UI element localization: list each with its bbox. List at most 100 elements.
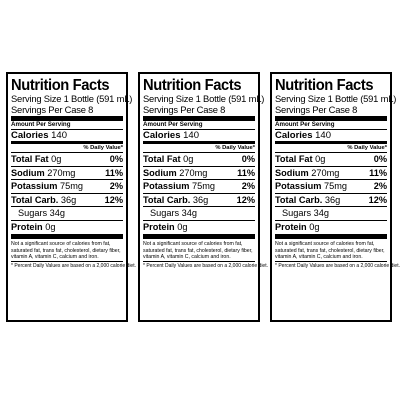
calories-row: Calories 140 [275,130,387,141]
divider [275,165,387,167]
daily-value-footnote: * Percent Daily Values are based on a 2,… [11,262,136,269]
serving-size: Serving Size 1 Bottle (591 mL) [143,93,265,104]
calories-value: 140 [315,130,331,141]
total-carb-row: Total Carb. 36g 12% [11,194,123,207]
protein-row: Protein 0g [275,221,387,234]
nutrient-percent: 12% [368,194,387,205]
nutrient-label: Total Fat [143,154,181,164]
nutrient-percent: 2% [241,181,255,191]
nutrient-label: Total Carb. [11,194,59,205]
sugars-row: Sugars 34g [143,207,255,220]
nutrient-amount: 270mg [311,167,340,178]
sodium-row: Sodium 270mg 11% [143,167,255,180]
nutrient-amount: 0g [183,154,194,164]
panel-title: Nutrition Facts [275,77,374,94]
serving-size: Serving Size 1 Bottle (591 mL) [275,93,397,104]
daily-value-header: % Daily Value* [347,145,387,151]
nutrient-label: Total Fat [11,154,49,164]
nutrient-percent: 12% [236,194,255,205]
amount-per-serving: Amount Per Serving [143,121,203,128]
nutrient-amount: 75mg [60,181,84,191]
divider [11,165,123,167]
total-fat-row: Total Fat 0g 0% [11,153,123,166]
thick-divider [11,116,123,121]
amount-per-serving: Amount Per Serving [11,121,71,128]
nutrient-label: Total Fat [275,154,313,164]
daily-value-footnote: * Percent Daily Values are based on a 2,… [143,262,268,269]
divider [11,192,123,194]
divider [143,165,255,167]
potassium-row: Potassium 75mg 2% [143,180,255,193]
daily-value-header: % Daily Value* [215,145,255,151]
divider [11,179,123,180]
divider [143,206,255,207]
amount-per-serving: Amount Per Serving [275,121,335,128]
thick-divider [11,234,123,239]
medium-divider [275,141,387,144]
nutrient-percent: 12% [104,194,123,205]
nutrient-label: Protein [11,221,43,232]
nutrient-label: Total Carb. [143,194,191,205]
nutrient-label: Protein [275,221,307,232]
nutrient-amount: 270mg [179,167,208,178]
servings-per-case: Servings Per Case 8 [275,103,358,115]
servings-per-case: Servings Per Case 8 [11,103,94,115]
nutrient-percent: 11% [369,167,387,178]
total-carb-row: Total Carb. 36g 12% [143,194,255,207]
divider [275,129,387,130]
total-fat-row: Total Fat 0g 0% [275,153,387,166]
divider [275,152,387,153]
calories-label: Calories [143,130,181,141]
nutrient-amount: 270mg [47,167,76,178]
sodium-row: Sodium 270mg 11% [11,167,123,180]
divider [11,152,123,153]
sodium-row: Sodium 270mg 11% [275,167,387,180]
sugars-text: Sugars 34g [282,208,329,218]
nutrient-amount: 36g [60,194,77,205]
daily-value-header: % Daily Value* [83,145,123,151]
nutrient-label: Protein [143,221,175,232]
divider [275,206,387,207]
nutrient-label: Total Carb. [275,194,323,205]
nutrient-amount: 0g [309,221,320,232]
nutrient-amount: 0g [177,221,188,232]
divider [275,219,387,221]
nutrient-percent: 2% [109,181,123,191]
nutrient-amount: 0g [315,154,326,164]
sugars-row: Sugars 34g [11,207,123,220]
panel-title: Nutrition Facts [11,77,110,94]
sugars-row: Sugars 34g [275,207,387,220]
protein-row: Protein 0g [143,221,255,234]
thick-divider [275,234,387,239]
not-significant-note: Not a significant source of calories fro… [143,241,253,261]
nutrient-percent: 0% [373,154,387,164]
potassium-row: Potassium 75mg 2% [11,180,123,193]
divider [143,152,255,153]
nutrient-amount: 36g [192,194,209,205]
serving-size: Serving Size 1 Bottle (591 mL) [11,93,133,104]
nutrient-label: Sodium [275,167,309,178]
medium-divider [143,141,255,144]
calories-label: Calories [275,130,313,141]
potassium-row: Potassium 75mg 2% [275,180,387,193]
servings-per-case: Servings Per Case 8 [143,103,226,115]
thick-divider [143,234,255,239]
calories-row: Calories 140 [143,130,255,141]
nutrient-percent: 2% [373,181,387,191]
calories-value: 140 [51,130,67,141]
total-carb-row: Total Carb. 36g 12% [275,194,387,207]
total-fat-row: Total Fat 0g 0% [143,153,255,166]
not-significant-note: Not a significant source of calories fro… [11,241,121,261]
divider [11,129,123,130]
sugars-text: Sugars 34g [150,208,197,218]
nutrient-label: Potassium [143,181,190,191]
calories-row: Calories 140 [11,130,123,141]
divider [143,260,255,262]
nutrition-facts-panel-2: Nutrition Facts Serving Size 1 Bottle (5… [138,72,268,322]
nutrient-label: Potassium [275,181,322,191]
daily-value-footnote: * Percent Daily Values are based on a 2,… [275,262,400,269]
calories-label: Calories [11,130,49,141]
nutrient-amount: 0g [51,154,62,164]
nutrient-percent: 11% [237,167,255,178]
nutrient-amount: 75mg [324,181,348,191]
